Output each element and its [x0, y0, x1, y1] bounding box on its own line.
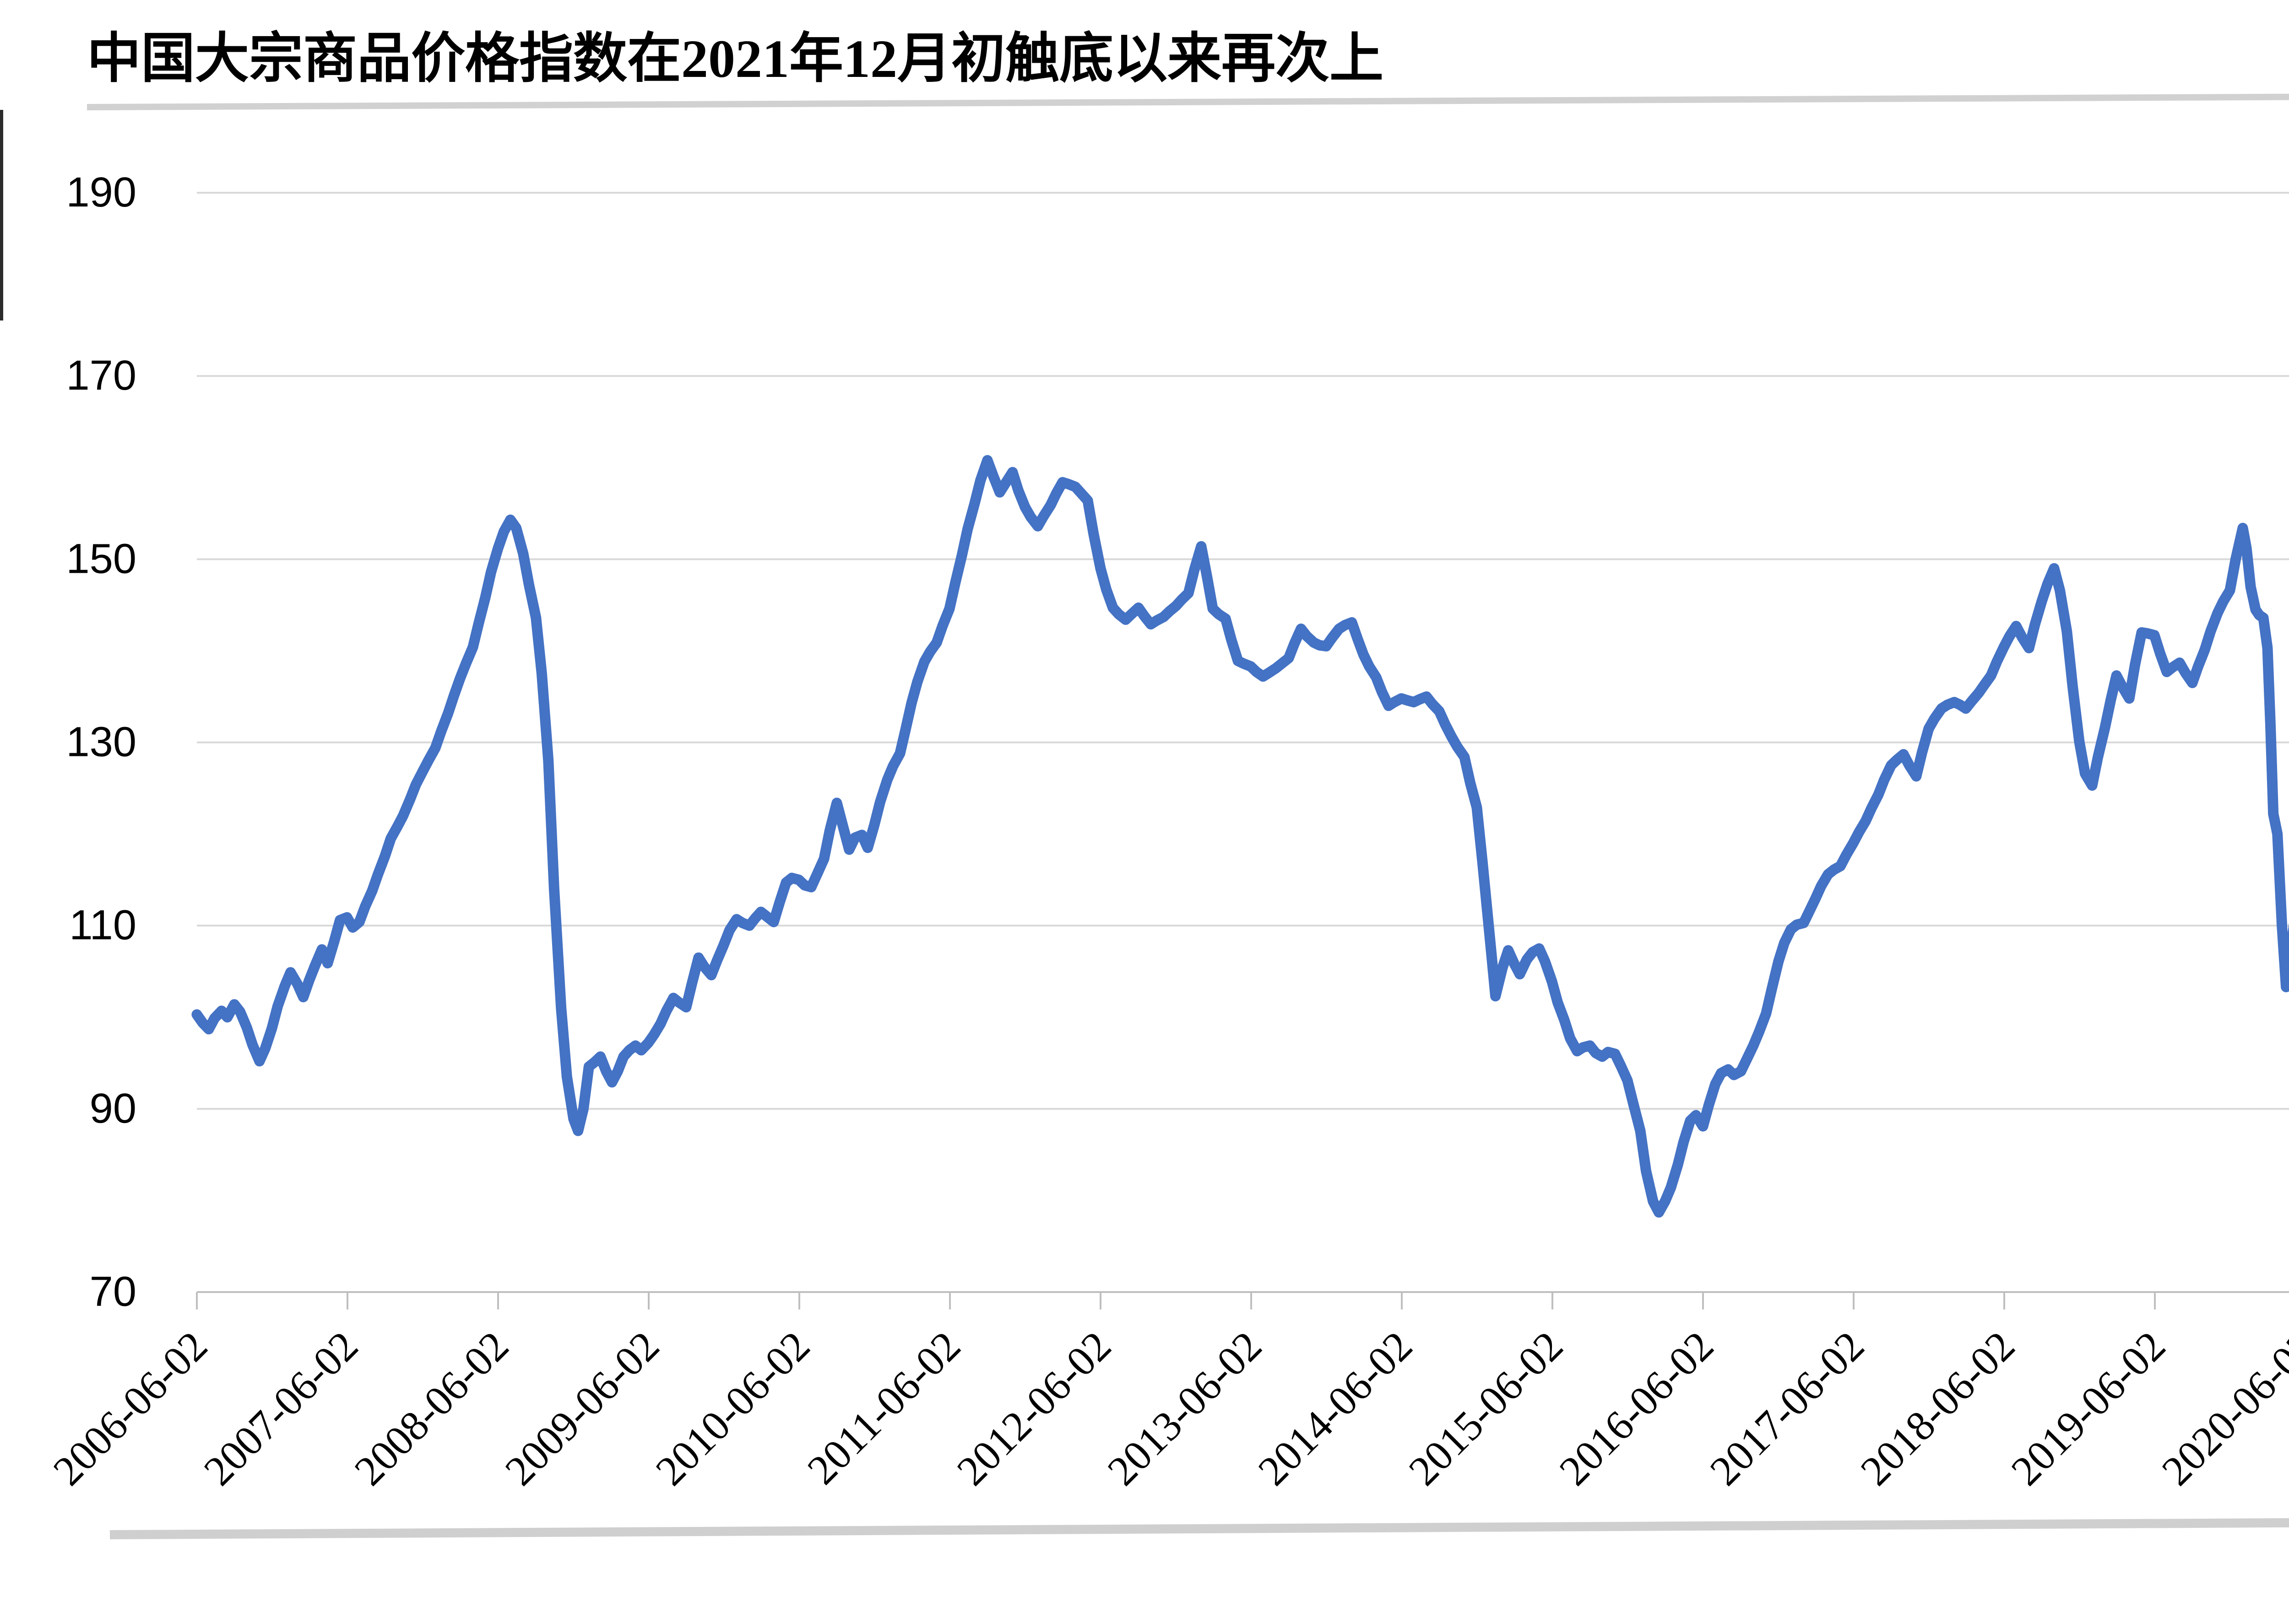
y-tick-label: 110	[69, 902, 136, 949]
y-tick-label: 150	[66, 535, 137, 582]
y-tick-label: 130	[66, 719, 137, 766]
y-axis-labels: 70 90 110 130 150 170 190	[66, 169, 137, 1315]
y-tick-label: 90	[90, 1085, 136, 1132]
y-tick-label: 70	[90, 1268, 136, 1315]
series-line-commodity-index	[191, 455, 2289, 1218]
y-tick-label: 170	[66, 352, 137, 399]
gridline-group	[197, 192, 2289, 1110]
y-tick-label: 190	[66, 169, 137, 216]
series-group	[191, 455, 2289, 1218]
left-edge-artifact	[0, 110, 3, 320]
bottom-rule	[109, 1518, 2289, 1539]
axis-group	[196, 1291, 2289, 1309]
title-underline	[87, 93, 2289, 110]
chart-title: 中国大宗商品价格指数在2021年12月初触底以来再次上	[87, 29, 1383, 89]
